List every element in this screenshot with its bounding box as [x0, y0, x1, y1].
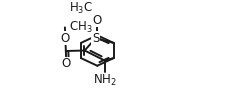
Text: H$_3$C: H$_3$C	[69, 1, 93, 16]
Text: O: O	[61, 32, 70, 45]
Text: CH$_3$: CH$_3$	[69, 20, 93, 35]
Text: O: O	[62, 58, 71, 70]
Text: S: S	[92, 32, 99, 45]
Text: O: O	[93, 14, 102, 26]
Text: NH$_2$: NH$_2$	[93, 73, 116, 88]
